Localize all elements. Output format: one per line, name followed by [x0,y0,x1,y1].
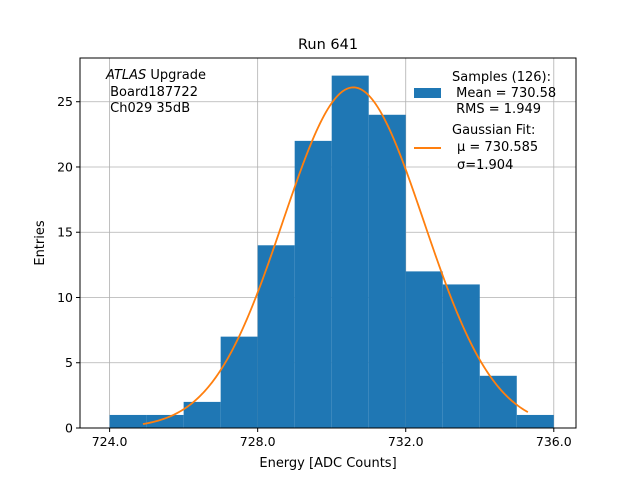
histogram-bar-0 [109,414,147,428]
annotation-line1: ATLAS Upgrade [105,68,206,83]
x-tick-label-2: 732.0 [388,434,424,449]
annotation-atlas: ATLAS [105,68,146,83]
histogram-bar-1 [146,414,184,428]
histogram-bar-8 [405,271,443,428]
legend-hist-line2: Mean = 730.58 [452,86,556,101]
histogram-bar-7 [368,114,406,428]
annotation-line2: Board187722 [106,85,198,100]
plot-frame [79,57,577,429]
x-tick-label-0: 724.0 [92,434,128,449]
legend-hist-line1: Samples (126): [452,70,551,85]
histogram-bar-2 [183,401,221,428]
histogram-bar-9 [442,284,480,428]
fit-curve-group [142,86,529,425]
fit-curve [142,86,529,425]
y-tick-label-3: 15 [57,225,73,240]
histogram-bar-10 [479,375,517,428]
histogram-bar-6 [331,75,369,428]
legend-fit-line2: μ = 730.585 [457,140,538,155]
x-tick-label-1: 728.0 [240,434,276,449]
y-ticks: 0 5 10 15 20 25 [57,94,80,436]
x-tick-label-3: 736.0 [536,434,572,449]
legend-hist-swatch [414,88,441,98]
x-axis-label: Energy [ADC Counts] [259,456,396,471]
histogram-bar-11 [516,414,554,428]
chart-title: Run 641 [298,37,358,53]
y-tick-label-5: 25 [57,94,73,109]
legend-fit-line3: σ=1.904 [457,158,513,173]
y-tick-label-0: 0 [65,421,73,436]
y-axis-label: Entries [33,220,48,266]
y-tick-label-4: 20 [57,159,73,174]
annotation-line3: Ch029 35dB [106,101,190,116]
histogram-bar-4 [257,245,295,428]
annotation-box: ATLAS Upgrade Board187722 Ch029 35dB [105,68,206,116]
histogram-bars [109,75,554,428]
annotation-upgrade: Upgrade [146,68,206,83]
histogram-bar-5 [294,140,332,428]
legend-hist-line3: RMS = 1.949 [452,102,541,117]
y-tick-label-1: 5 [65,355,73,370]
y-tick-label-2: 10 [57,290,73,305]
histogram-bar-3 [220,336,258,428]
x-ticks: 724.0 728.0 732.0 736.0 [92,428,572,449]
legend-fit-line1: Gaussian Fit: [452,123,535,138]
legend: Samples (126): Mean = 730.58 RMS = 1.949… [414,70,556,173]
